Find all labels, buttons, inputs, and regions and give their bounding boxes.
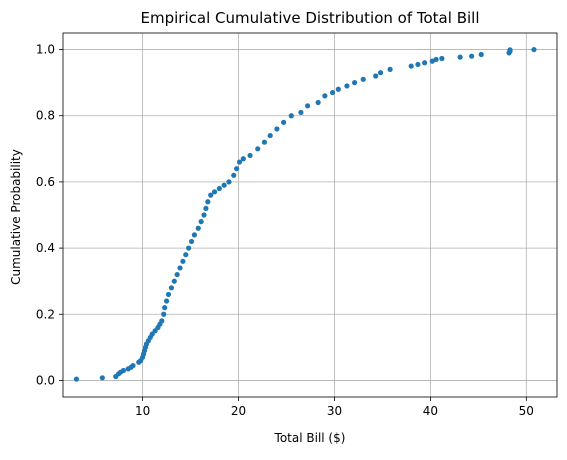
data-point — [352, 80, 358, 86]
y-tick-label: 0.2 — [36, 307, 55, 321]
data-point — [408, 63, 414, 69]
data-point — [415, 61, 421, 68]
data-point — [163, 298, 170, 304]
data-point — [247, 152, 253, 159]
data-points — [73, 46, 537, 382]
data-point — [240, 156, 246, 162]
data-point — [161, 311, 167, 317]
chart-title: Empirical Cumulative Distribution of Tot… — [141, 9, 480, 27]
x-tick-label: 30 — [327, 404, 342, 418]
plot-area-frame — [62, 32, 558, 398]
data-point — [195, 225, 201, 231]
data-point — [344, 83, 350, 89]
data-point — [281, 119, 287, 125]
y-axis-label: Cumulative Probability — [9, 149, 23, 285]
data-point — [186, 245, 192, 251]
data-point — [236, 159, 243, 165]
data-point — [373, 73, 379, 79]
axis-ticks: 10 20 30 40 50 0.0 0.2 0.4 0.6 0.8 1.0 — [36, 43, 534, 418]
data-point — [162, 305, 168, 311]
data-point — [174, 271, 180, 278]
data-point — [120, 367, 127, 374]
data-point — [377, 70, 384, 76]
data-point — [439, 55, 445, 62]
data-point — [130, 362, 136, 369]
data-point — [234, 166, 240, 172]
data-point — [315, 99, 321, 106]
data-point — [188, 238, 195, 245]
data-point — [73, 376, 80, 382]
x-axis-label: Total Bill ($) — [274, 431, 346, 445]
data-point — [177, 265, 183, 271]
data-point — [261, 139, 268, 145]
data-point — [201, 212, 207, 218]
data-point — [267, 132, 273, 139]
data-point — [99, 375, 105, 381]
data-point — [255, 146, 261, 152]
x-tick-label: 40 — [423, 404, 438, 418]
data-point — [305, 103, 311, 109]
data-point — [322, 93, 328, 99]
data-point — [216, 185, 222, 192]
data-point — [531, 46, 537, 53]
data-point — [221, 182, 227, 188]
data-point — [203, 205, 209, 211]
y-tick-label: 1.0 — [36, 43, 55, 57]
y-tick-label: 0.0 — [36, 373, 55, 387]
data-point — [159, 318, 165, 324]
data-point — [507, 47, 513, 53]
data-point — [165, 291, 172, 298]
data-point — [191, 232, 198, 238]
x-tick-label: 10 — [135, 404, 150, 418]
data-point — [457, 54, 463, 60]
data-point — [387, 66, 393, 72]
data-point — [198, 219, 204, 225]
data-point — [168, 285, 174, 291]
y-tick-label: 0.8 — [36, 109, 55, 123]
data-point — [335, 86, 341, 92]
data-point — [288, 113, 294, 119]
data-point — [360, 76, 366, 82]
y-tick-label: 0.4 — [36, 241, 55, 255]
data-point — [329, 89, 336, 96]
data-point — [171, 278, 177, 284]
data-point — [208, 192, 214, 198]
data-point — [231, 172, 237, 178]
data-point — [211, 189, 218, 195]
data-point — [298, 109, 304, 116]
x-tick-label: 50 — [519, 404, 534, 418]
data-point — [433, 56, 439, 63]
data-point — [478, 51, 484, 58]
data-point — [180, 258, 186, 264]
data-point — [422, 60, 428, 66]
data-point — [183, 252, 189, 258]
data-point — [226, 179, 232, 185]
data-point — [205, 199, 211, 205]
data-point — [469, 53, 475, 59]
y-tick-label: 0.6 — [36, 175, 55, 189]
x-tick-label: 20 — [231, 404, 246, 418]
data-point — [274, 126, 280, 132]
